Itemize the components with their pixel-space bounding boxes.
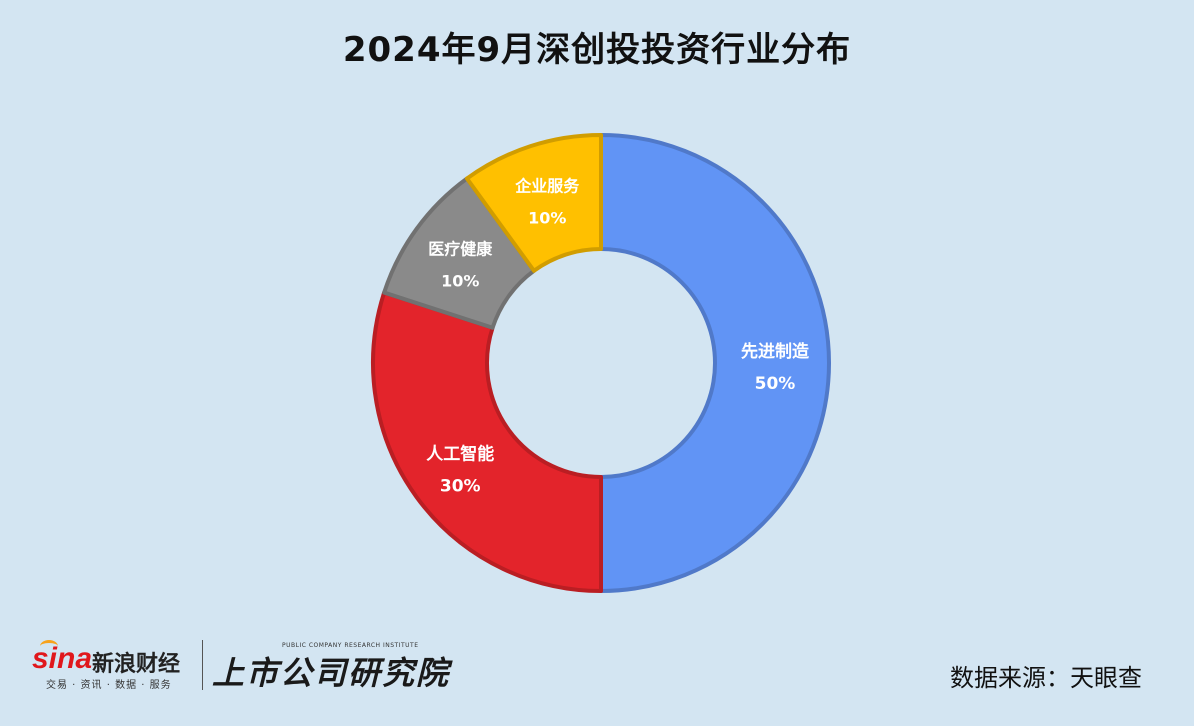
sina-tagline: 交易 · 资讯 · 数据 · 服务 bbox=[46, 680, 172, 691]
sina-eye-icon bbox=[40, 640, 58, 653]
brand-tagline: PUBLIC COMPANY RESEARCH INSTITUTE bbox=[282, 642, 419, 649]
slice-4 bbox=[464, 133, 603, 273]
footer-logos: sina 新浪财经 交易 · 资讯 · 数据 · 服务 PUBLIC COMPA… bbox=[32, 638, 452, 694]
brand-name: 上市公司研究院 bbox=[212, 654, 451, 692]
slice-value-1: 50% bbox=[755, 374, 796, 394]
data-source: 数据来源：天眼查 bbox=[950, 664, 1142, 692]
slice-label-3: 医疗健康 bbox=[428, 240, 493, 259]
sina-logo-text: sina bbox=[32, 642, 93, 675]
sina-finance-name: 新浪财经 bbox=[92, 652, 181, 677]
slice-label-4: 企业服务 bbox=[514, 177, 580, 196]
slice-label-2: 人工智能 bbox=[426, 443, 494, 464]
slice-value-2: 30% bbox=[440, 476, 481, 496]
slice-1 bbox=[599, 133, 831, 593]
slice-label-1: 先进制造 bbox=[741, 341, 810, 362]
slice-value-4: 10% bbox=[528, 209, 566, 228]
slice-value-3: 10% bbox=[441, 272, 479, 291]
footer-divider bbox=[202, 640, 203, 690]
sina-logo: sina 新浪财经 交易 · 资讯 · 数据 · 服务 bbox=[32, 640, 212, 691]
chart-title: 2024年9月深创投投资行业分布 bbox=[342, 30, 852, 70]
slice-2 bbox=[371, 290, 603, 593]
